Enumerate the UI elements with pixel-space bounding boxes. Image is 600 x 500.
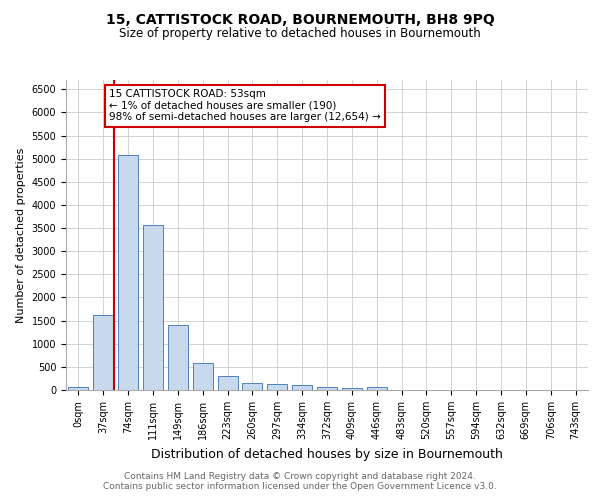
- Bar: [317, 388, 337, 390]
- Bar: [118, 155, 138, 390]
- Bar: [218, 376, 238, 390]
- Bar: [367, 387, 386, 390]
- Bar: [268, 384, 287, 390]
- Bar: [94, 315, 113, 390]
- Text: Contains HM Land Registry data © Crown copyright and database right 2024.: Contains HM Land Registry data © Crown c…: [124, 472, 476, 481]
- Text: Contains public sector information licensed under the Open Government Licence v3: Contains public sector information licen…: [103, 482, 497, 491]
- X-axis label: Distribution of detached houses by size in Bournemouth: Distribution of detached houses by size …: [151, 448, 503, 460]
- Text: 15 CATTISTOCK ROAD: 53sqm
← 1% of detached houses are smaller (190)
98% of semi-: 15 CATTISTOCK ROAD: 53sqm ← 1% of detach…: [109, 90, 381, 122]
- Bar: [193, 362, 212, 390]
- Bar: [342, 388, 362, 390]
- Bar: [292, 386, 312, 390]
- Bar: [242, 383, 262, 390]
- Bar: [143, 226, 163, 390]
- Text: Size of property relative to detached houses in Bournemouth: Size of property relative to detached ho…: [119, 28, 481, 40]
- Y-axis label: Number of detached properties: Number of detached properties: [16, 148, 26, 322]
- Bar: [168, 325, 188, 390]
- Bar: [68, 386, 88, 390]
- Text: 15, CATTISTOCK ROAD, BOURNEMOUTH, BH8 9PQ: 15, CATTISTOCK ROAD, BOURNEMOUTH, BH8 9P…: [106, 12, 494, 26]
